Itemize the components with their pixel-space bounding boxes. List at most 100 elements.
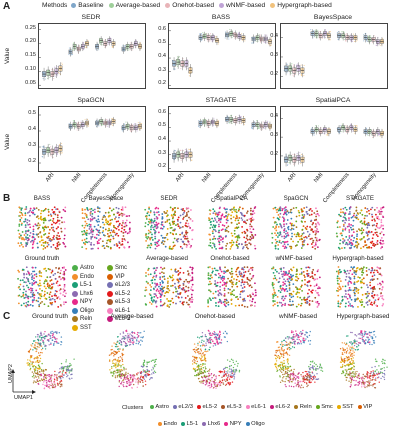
spatial-spot	[187, 286, 190, 289]
spatial-spot	[21, 279, 24, 282]
legend-swatch	[108, 3, 114, 8]
spatial-spot	[381, 304, 384, 307]
spatial-spot	[312, 268, 315, 271]
spatial-spot	[81, 217, 84, 219]
umap-point	[32, 382, 35, 384]
umap-point	[48, 374, 50, 376]
spatial-spot	[150, 221, 153, 224]
spatial-spot	[115, 227, 118, 230]
spatial-spot	[237, 235, 240, 238]
spatial-spot	[104, 211, 107, 214]
spatial-spot	[212, 242, 214, 245]
spatial-spot	[42, 221, 45, 224]
spatial-spot	[63, 278, 66, 281]
umap-point	[60, 362, 63, 365]
spatial-spot	[43, 295, 46, 297]
spatial-spot	[59, 304, 62, 306]
spatial-spot	[189, 246, 192, 249]
spatial-spot	[368, 246, 371, 249]
spatial-spot	[31, 301, 34, 303]
spatial-spot	[316, 228, 319, 231]
spatial-spot	[225, 281, 228, 284]
spatial-spot	[147, 220, 150, 223]
spatial-spot	[122, 231, 125, 234]
spatial-spot	[182, 216, 185, 219]
spatial-spot	[353, 245, 356, 248]
jitter-point	[266, 121, 269, 123]
spatial-spot	[272, 286, 275, 289]
umap-point	[36, 342, 38, 344]
spatial-spot	[374, 231, 377, 234]
spatial-spot	[308, 280, 311, 282]
spatial-spot	[62, 276, 64, 279]
spatial-spot	[152, 299, 155, 302]
spatial-spot	[241, 226, 244, 228]
spatial-spot	[53, 230, 56, 233]
jitter-point	[213, 124, 215, 126]
spatial-spot	[279, 233, 282, 236]
spatial-spot	[341, 295, 344, 298]
spatial-spot	[376, 206, 378, 209]
spatial-spot	[307, 292, 309, 295]
spatial-spot	[58, 275, 61, 278]
spatial-spot	[53, 238, 55, 241]
spatial-spot	[348, 280, 351, 283]
spatial-spot	[366, 246, 369, 249]
spatial-spot	[303, 274, 306, 277]
spatial-spot	[236, 223, 238, 226]
spatial-spot	[316, 277, 319, 280]
spatial-spot	[305, 266, 308, 269]
spatial-spot	[317, 230, 320, 233]
spatial-title-top: SpaGCN	[283, 195, 309, 202]
spatial-spot	[113, 231, 116, 234]
jitter-point	[344, 130, 346, 132]
spatial-spot	[298, 214, 301, 217]
spatial-spot	[18, 223, 21, 226]
jitter-point	[382, 38, 384, 40]
spatial-spot	[282, 240, 284, 243]
spatial-spot	[379, 273, 382, 276]
spatial-spot	[113, 244, 116, 246]
spatial-spot	[351, 215, 354, 218]
jitter-point	[186, 59, 188, 61]
jitter-point	[243, 124, 245, 126]
spatial-spot	[24, 214, 27, 217]
spatial-spot	[168, 218, 171, 221]
jitter-point	[213, 117, 215, 119]
spatial-spot	[277, 244, 280, 246]
spatial-spot	[179, 267, 182, 270]
spatial-spot	[169, 303, 172, 306]
spatial-spot	[339, 239, 342, 242]
umap-point	[127, 382, 129, 384]
celltype-swatch	[72, 307, 78, 314]
spatial-spot	[153, 293, 156, 295]
spatial-spot	[125, 219, 128, 222]
spatial-spot	[63, 285, 66, 288]
umap-point	[32, 373, 35, 375]
spatial-spot	[37, 227, 39, 230]
jitter-point	[341, 38, 343, 40]
spatial-spot	[164, 245, 167, 248]
spatial-spot	[225, 247, 228, 250]
methods-legend: Methods Baseline Average-based Onehot-base…	[42, 2, 337, 9]
spatial-spot	[284, 295, 287, 298]
spatial-spot	[49, 237, 51, 240]
umap-point	[39, 344, 42, 346]
spatial-spot	[337, 305, 340, 308]
spatial-spot	[212, 224, 215, 227]
spatial-spot	[278, 277, 281, 280]
spatial-spot	[304, 298, 307, 301]
spatial-spot	[113, 213, 115, 216]
spatial-spot	[373, 218, 376, 221]
spatial-spot	[378, 227, 381, 230]
spatial-spot	[17, 242, 20, 245]
spatial-spot	[237, 298, 239, 301]
umap-point	[65, 361, 67, 363]
spatial-spot	[233, 229, 236, 232]
umap-point	[57, 384, 59, 386]
spatial-spot	[341, 285, 344, 288]
spatial-spot	[187, 240, 190, 243]
jitter-point	[126, 48, 128, 50]
spatial-spot	[118, 216, 120, 219]
spatial-spot	[244, 271, 247, 273]
